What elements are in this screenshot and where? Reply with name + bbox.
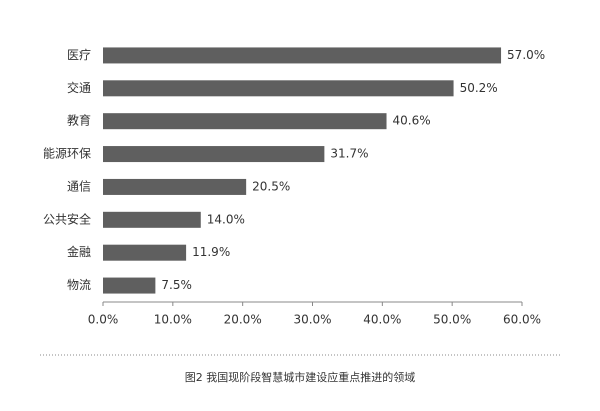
bar [103,146,325,163]
value-label: 11.9% [192,245,230,259]
y-tick-label: 金融 [67,244,91,259]
value-label: 7.5% [161,278,192,292]
value-label: 31.7% [330,147,368,161]
value-label: 50.2% [460,81,498,95]
y-tick-label: 医疗 [67,48,91,62]
value-label: 40.6% [393,114,431,128]
x-tick-label: 0.0% [88,313,119,327]
x-tick-label: 30.0% [293,313,331,327]
x-tick-label: 10.0% [154,313,192,327]
y-tick-label: 能源环保 [43,147,91,161]
bar [103,211,201,228]
chart-title: 图2 我国现阶段智慧城市建设应重点推进的领域 [185,370,416,384]
y-tick-label: 教育 [67,113,91,128]
bar [103,80,454,97]
bar [103,178,247,195]
value-label: 20.5% [252,179,290,193]
y-tick-label: 物流 [67,278,91,292]
bar [103,47,502,64]
y-tick-label: 交通 [67,80,91,95]
x-tick-label: 50.0% [433,313,471,327]
bar [103,113,387,130]
x-tick-label: 40.0% [363,313,401,327]
bar [103,244,187,261]
value-label: 14.0% [207,212,245,226]
x-tick-label: 60.0% [503,313,541,327]
value-label: 57.0% [507,48,545,62]
bar [103,277,156,294]
x-tick-label: 20.0% [224,313,262,327]
y-tick-label: 通信 [67,179,91,193]
y-tick-label: 公共安全 [43,211,91,226]
